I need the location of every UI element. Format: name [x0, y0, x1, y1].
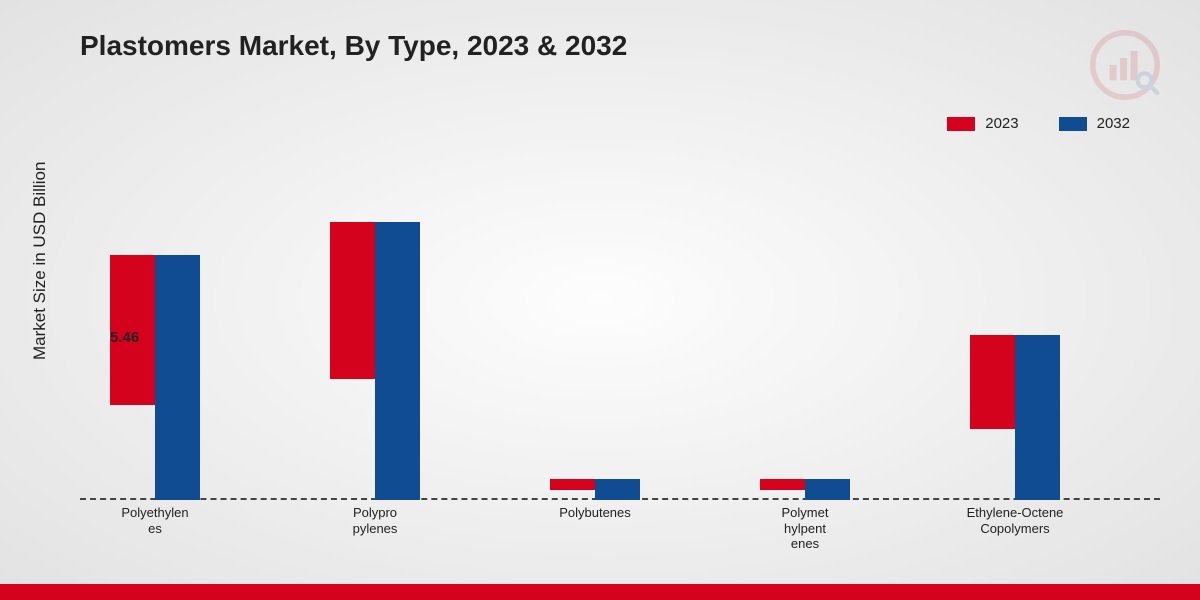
x-tick-label: Ethylene-OcteneCopolymers — [945, 505, 1085, 536]
y-axis-label: Market Size in USD Billion — [30, 162, 50, 360]
bar-2032 — [805, 479, 850, 500]
bar-2032 — [595, 479, 640, 500]
bar-group — [760, 479, 850, 500]
plot-area: 5.46 — [80, 170, 1160, 500]
legend: 2023 2032 — [947, 115, 1130, 132]
x-tick-label: Polypropylenes — [305, 505, 445, 536]
legend-swatch-2023 — [947, 117, 975, 131]
chart-container: Plastomers Market, By Type, 2023 & 2032 … — [0, 0, 1200, 600]
bar-2023 — [330, 222, 375, 379]
watermark-logo-icon — [1090, 30, 1160, 100]
legend-swatch-2032 — [1059, 117, 1087, 131]
bar-group: 5.46 — [110, 255, 200, 500]
x-tick-label: Polymethylpentenes — [735, 505, 875, 552]
footer-accent-bar — [0, 584, 1200, 600]
x-tick-label: Polybutenes — [525, 505, 665, 521]
bar-2032 — [1015, 335, 1060, 500]
x-axis-labels: Polyethylenes Polypropylenes Polybutenes Po… — [80, 505, 1160, 565]
legend-label-2023: 2023 — [985, 115, 1018, 132]
legend-item-2023: 2023 — [947, 115, 1018, 132]
chart-title: Plastomers Market, By Type, 2023 & 2032 — [80, 30, 627, 62]
bar-2023 — [550, 479, 595, 490]
legend-label-2032: 2032 — [1097, 115, 1130, 132]
bar-group — [970, 335, 1060, 500]
bar-2032 — [375, 222, 420, 500]
bar-2023 — [760, 479, 805, 490]
bar-value-label: 5.46 — [110, 329, 160, 346]
bar-group — [330, 222, 420, 500]
bar-2032 — [155, 255, 200, 500]
legend-item-2032: 2032 — [1059, 115, 1130, 132]
bar-2023 — [970, 335, 1015, 429]
x-tick-label: Polyethylenes — [85, 505, 225, 536]
bar-group — [550, 479, 640, 500]
